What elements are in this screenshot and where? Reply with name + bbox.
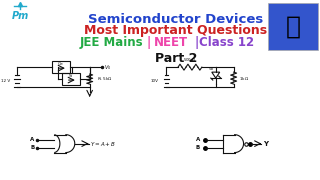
Bar bbox=[268, 3, 318, 50]
Text: B: B bbox=[30, 145, 34, 150]
Bar bbox=[62, 73, 80, 85]
Text: Si: Si bbox=[69, 74, 73, 78]
Text: Semiconductor Devices: Semiconductor Devices bbox=[88, 13, 264, 26]
Text: JEE Mains: JEE Mains bbox=[80, 36, 143, 49]
Text: 5V: 5V bbox=[208, 67, 214, 71]
Text: |: | bbox=[146, 36, 150, 49]
Text: Class 12: Class 12 bbox=[199, 36, 254, 49]
Text: NEET: NEET bbox=[154, 36, 188, 49]
Text: |: | bbox=[195, 36, 199, 49]
Text: 👤: 👤 bbox=[286, 14, 301, 39]
Text: $Y = A + B$: $Y = A + B$ bbox=[90, 140, 116, 148]
Text: Pm: Pm bbox=[12, 11, 29, 21]
Text: 10V: 10V bbox=[150, 79, 158, 83]
Text: B: B bbox=[196, 145, 200, 150]
Text: A: A bbox=[30, 137, 34, 142]
Text: Most Important Questions: Most Important Questions bbox=[84, 24, 268, 37]
Bar bbox=[52, 61, 70, 73]
Text: $R_L$ 5k$\Omega$: $R_L$ 5k$\Omega$ bbox=[97, 75, 113, 83]
Text: 1k$\Omega$: 1k$\Omega$ bbox=[239, 75, 249, 82]
Text: Y: Y bbox=[263, 141, 268, 147]
Text: $V_0$: $V_0$ bbox=[104, 63, 111, 72]
Text: 12 V: 12 V bbox=[1, 79, 10, 83]
Text: Ge: Ge bbox=[58, 62, 64, 66]
Text: 500 $\Omega$: 500 $\Omega$ bbox=[183, 56, 197, 63]
Text: A: A bbox=[196, 137, 200, 142]
Text: Part 2: Part 2 bbox=[155, 52, 197, 65]
